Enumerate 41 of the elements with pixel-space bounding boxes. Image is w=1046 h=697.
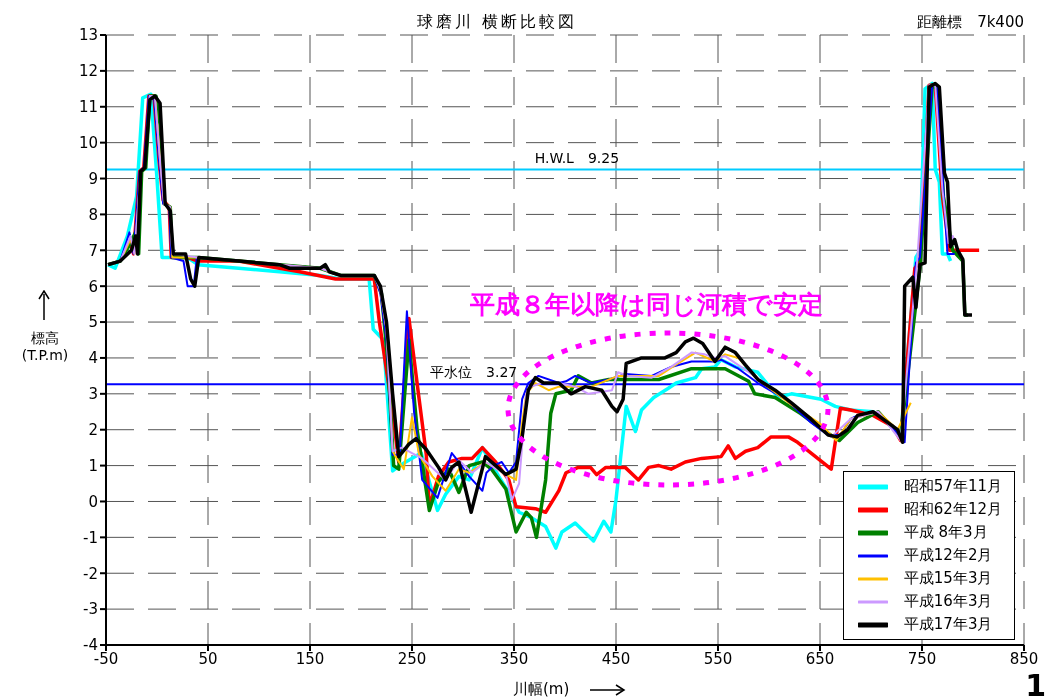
x-tick-label: 350: [499, 649, 529, 668]
y-tick-label: 11: [78, 98, 98, 117]
x-tick-label: 650: [805, 649, 835, 668]
y-tick-label: 1: [88, 456, 98, 475]
ref-line-label: H.W.L 9.25: [534, 149, 620, 166]
y-tick-label: 3: [88, 385, 98, 404]
y-tick-label: 12: [78, 62, 98, 81]
legend-label: 昭和62年12月: [903, 500, 1002, 519]
y-tick-label: -3: [83, 600, 98, 619]
legend-label: 平成16年3月: [903, 592, 993, 611]
y-tick-label: 10: [78, 133, 98, 152]
x-tick-label: 550: [703, 649, 733, 668]
y-tick-label: 7: [88, 241, 98, 260]
y-tick-label: 5: [88, 313, 98, 332]
legend-label: 平成17年3月: [903, 615, 993, 634]
x-tick-label: 450: [601, 649, 631, 668]
x-tick-label: 50: [198, 649, 218, 668]
x-tick-label: 250: [397, 649, 427, 668]
y-tick-label: -2: [83, 564, 98, 583]
chart-subtitle: 距離標 7k400: [917, 13, 1024, 32]
legend-label: 平成12年2月: [903, 546, 993, 565]
y-tick-label: 9: [88, 169, 98, 188]
y-tick-label: 4: [88, 349, 98, 368]
x-tick-label: 150: [295, 649, 325, 668]
y-tick-label: 8: [88, 205, 98, 224]
legend-label: 平成15年3月: [903, 569, 993, 588]
y-tick-label: 13: [78, 26, 98, 45]
x-tick-label: 850: [1009, 649, 1039, 668]
text: 1: [1025, 668, 1046, 697]
x-axis-title: 川幅(m): [513, 680, 570, 697]
annotation: 平成８年以降は同じ河積で安定: [470, 289, 823, 321]
y-tick-label: -1: [83, 528, 98, 547]
chart-title: 球磨川 横断比較図: [416, 12, 578, 31]
legend-label: 昭和57年11月: [903, 477, 1002, 496]
y-axis-title: 標高(T.P.m): [20, 330, 70, 364]
x-tick-label: 750: [907, 649, 937, 668]
legend-label: 平成 8年3月: [903, 523, 988, 542]
y-tick-label: 2: [88, 421, 98, 440]
y-tick-label: 6: [88, 277, 98, 296]
ref-line-label: 平水位 3.27: [430, 364, 518, 381]
y-tick-label: 0: [88, 492, 98, 511]
